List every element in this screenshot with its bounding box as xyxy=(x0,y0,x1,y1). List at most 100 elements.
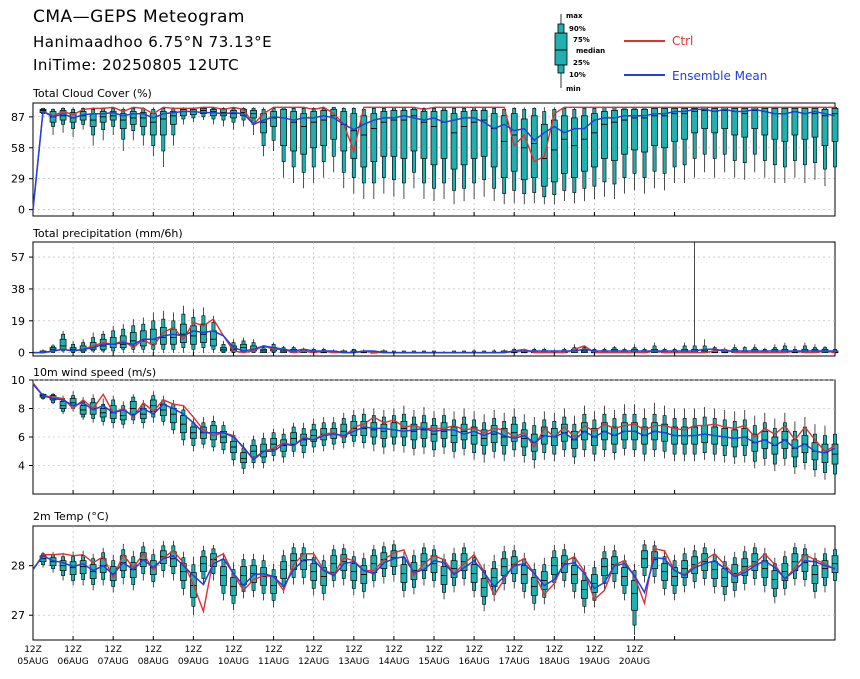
box-plot xyxy=(220,421,227,455)
box-plot xyxy=(200,106,207,121)
box-plot xyxy=(270,428,277,462)
box-plot xyxy=(470,411,478,460)
box-plot xyxy=(570,552,578,599)
box-iqr xyxy=(250,110,257,119)
ctrl-line xyxy=(32,106,835,210)
box-plot xyxy=(420,107,428,199)
ensemble-mean-line xyxy=(32,383,836,461)
box-plot xyxy=(661,106,668,191)
x-tick-day: 18AUG xyxy=(539,657,570,667)
x-tick-day: 15AUG xyxy=(418,657,449,667)
chart-legend: max 90% 75% median 25% 10% min Ctrl Ense… xyxy=(554,12,767,93)
box-plot xyxy=(641,106,648,194)
box-plot xyxy=(520,107,528,205)
box-iqr xyxy=(811,107,819,138)
box-iqr xyxy=(190,325,197,345)
box-iqr xyxy=(450,426,458,444)
box-plot xyxy=(360,552,368,599)
box-plot xyxy=(380,107,388,194)
box-iqr xyxy=(430,111,438,166)
box-iqr xyxy=(490,113,498,168)
box-plot xyxy=(661,550,668,596)
box-plot xyxy=(180,305,187,353)
legend-label-q1: 25% xyxy=(573,59,590,67)
box-iqr xyxy=(410,423,418,441)
box-iqr xyxy=(791,107,799,136)
box-iqr xyxy=(570,117,578,178)
box-plot xyxy=(210,315,217,353)
box-iqr xyxy=(731,107,739,136)
box-iqr xyxy=(129,401,137,415)
box-plot xyxy=(440,553,448,600)
box-iqr xyxy=(200,107,207,115)
box-iqr xyxy=(661,107,668,149)
box-iqr xyxy=(390,110,398,157)
box-iqr xyxy=(550,557,558,575)
box-iqr xyxy=(109,337,117,348)
box-plot xyxy=(129,107,137,141)
box-plot xyxy=(320,554,328,601)
box-plot xyxy=(260,345,267,353)
box-plot xyxy=(410,409,418,456)
box-iqr xyxy=(200,556,207,572)
y-tick-label: 0 xyxy=(18,204,25,217)
init-time-label: IniTime: 20250805 12UTC xyxy=(33,56,240,74)
panel-2: Total precipitation (mm/6h) 0 19 38 57 xyxy=(11,227,839,360)
legend-label-q3: 75% xyxy=(573,36,590,44)
box-iqr xyxy=(350,563,358,581)
box-plot xyxy=(581,345,588,353)
box-plot xyxy=(260,554,267,601)
box-plot xyxy=(520,414,528,463)
ctrl-line xyxy=(32,547,836,614)
box-plot xyxy=(430,107,438,202)
box-plot xyxy=(59,330,67,353)
box-plot xyxy=(500,107,508,205)
box-iqr xyxy=(530,115,538,178)
y-tick-label: 28 xyxy=(11,560,25,573)
box-plot xyxy=(831,106,839,183)
box-plot xyxy=(721,555,729,602)
box-iqr xyxy=(139,112,147,127)
box-plot xyxy=(621,106,628,194)
x-tick-hour: 12Z xyxy=(626,645,644,655)
box-iqr xyxy=(470,110,478,159)
box-plot xyxy=(230,107,237,130)
box-plot xyxy=(69,551,77,586)
box-plot xyxy=(741,106,749,180)
box-plot xyxy=(490,107,498,202)
legend-mean-label: Ensemble Mean xyxy=(672,69,767,83)
box-iqr xyxy=(751,553,759,571)
box-plot xyxy=(731,106,739,178)
box-iqr xyxy=(230,110,237,119)
x-tick-day: 16AUG xyxy=(459,657,490,667)
box-plot xyxy=(310,551,318,596)
box-plot xyxy=(450,547,458,593)
legend-upper-thin-box xyxy=(557,23,565,34)
y-tick-label: 38 xyxy=(11,283,25,296)
box-plot xyxy=(791,542,799,586)
x-tick-hour: 12Z xyxy=(104,645,122,655)
box-plot xyxy=(761,106,769,178)
box-iqr xyxy=(330,109,338,140)
box-plot xyxy=(801,106,809,183)
legend-label-p90: 90% xyxy=(569,25,586,33)
box-iqr xyxy=(290,111,297,152)
y-tick-label: 10 xyxy=(11,374,25,387)
box-plot xyxy=(781,550,789,596)
box-plot xyxy=(180,107,187,125)
box-plot xyxy=(801,543,809,587)
box-iqr xyxy=(320,110,328,146)
y-tick-label: 87 xyxy=(11,111,25,124)
box-plot xyxy=(250,435,257,469)
y-tick-label: 29 xyxy=(11,173,25,186)
box-plot xyxy=(621,347,628,354)
box-iqr xyxy=(280,109,287,146)
box-plot xyxy=(119,324,127,353)
box-iqr xyxy=(240,452,247,463)
box-iqr xyxy=(761,560,769,578)
box-plot xyxy=(691,106,699,178)
box-iqr xyxy=(591,113,598,168)
box-iqr xyxy=(79,560,87,574)
box-plot xyxy=(129,394,137,425)
box-plot xyxy=(300,107,308,189)
